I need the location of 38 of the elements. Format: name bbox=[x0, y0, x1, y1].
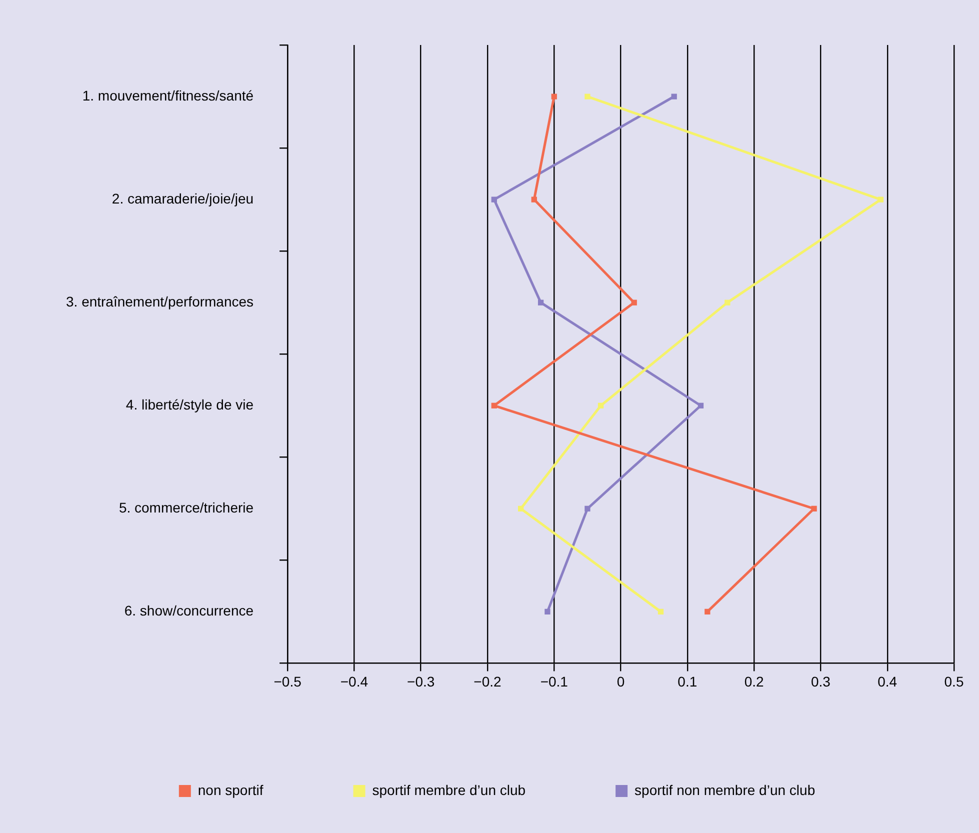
point bbox=[538, 300, 544, 306]
legend-label: non sportif bbox=[198, 782, 264, 798]
y-tick-label: 4. liberté/style de vie bbox=[126, 396, 254, 412]
point bbox=[491, 402, 497, 408]
y-tick-label: 6. show/concurrence bbox=[124, 602, 254, 619]
point bbox=[491, 196, 497, 202]
legend-label: sportif membre d’un club bbox=[372, 782, 526, 798]
point bbox=[584, 506, 590, 512]
y-tick-label: 1. mouvement/fitness/santé bbox=[82, 87, 254, 104]
x-tick-label: −0.2 bbox=[474, 673, 502, 690]
x-tick-label: 0.4 bbox=[878, 673, 898, 690]
y-tick-label: 5. commerce/tricherie bbox=[118, 500, 254, 516]
point bbox=[811, 506, 817, 512]
point bbox=[518, 506, 524, 512]
point bbox=[671, 94, 677, 100]
x-tick-label: 0.2 bbox=[744, 673, 764, 690]
point bbox=[631, 300, 637, 306]
point bbox=[698, 402, 704, 408]
x-tick-label: 0.1 bbox=[678, 673, 698, 690]
x-tick-label: 0 bbox=[616, 673, 625, 690]
point bbox=[598, 402, 604, 408]
point bbox=[544, 608, 550, 615]
point bbox=[724, 300, 730, 306]
x-tick-label: 0.3 bbox=[810, 673, 831, 690]
x-tick-label: −0.3 bbox=[407, 673, 435, 690]
point bbox=[551, 94, 557, 100]
legend-label: sportif non membre d’un club bbox=[634, 782, 816, 798]
x-tick-label: −0.1 bbox=[540, 673, 568, 690]
point bbox=[704, 608, 710, 615]
point bbox=[878, 196, 884, 202]
x-tick-label: −0.5 bbox=[274, 673, 302, 690]
point bbox=[531, 196, 537, 202]
point bbox=[658, 608, 664, 615]
y-tick-label: 3. entraînement/performances bbox=[66, 293, 254, 310]
x-tick-label: −0.4 bbox=[340, 673, 368, 690]
y-tick-label: 2. camaraderie/joie/jeu bbox=[112, 190, 254, 206]
point bbox=[584, 94, 590, 100]
x-tick-label: 0.5 bbox=[944, 673, 964, 690]
